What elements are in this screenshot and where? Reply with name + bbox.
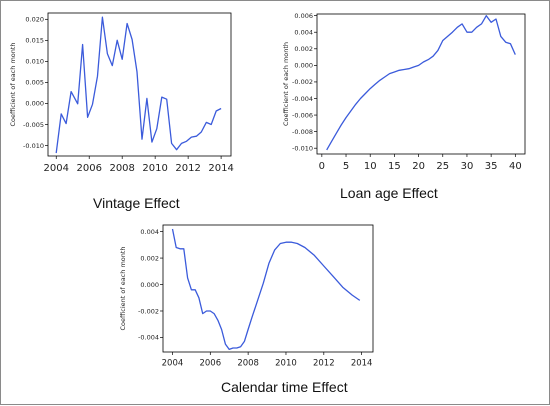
chart-2-x-tick-label: 2006	[199, 359, 221, 369]
chart-1-axes-frame	[316, 13, 526, 155]
chart-0-y-tick-label: 0.010	[25, 58, 44, 66]
loan-age-effect-title: Loan age Effect	[340, 185, 438, 201]
chart-0-series-line	[55, 16, 222, 154]
chart-1-x-tick-label: 15	[388, 161, 401, 172]
chart-1-y-tick-label: -0.010	[292, 145, 313, 153]
chart-1-y-tick-label: 0.006	[294, 12, 313, 20]
chart-0-y-tick-label: 0.000	[25, 100, 44, 108]
chart-0-axes-frame	[47, 12, 232, 157]
chart-1-x-tick-label: 30	[461, 161, 474, 172]
chart-1-y-tick-label: -0.002	[292, 78, 313, 86]
chart-1-y-tick-label: -0.004	[292, 95, 313, 103]
chart-1-y-tick-label: -0.006	[292, 111, 313, 119]
calendar-time-effect-title: Calendar time Effect	[221, 379, 348, 395]
chart-0-y-tick-label: 0.015	[25, 37, 44, 45]
chart-1-x-tick-label: 35	[485, 161, 498, 172]
chart-1-x-tick-label: 0	[319, 161, 325, 172]
chart-1-x-tick-label: 5	[343, 161, 349, 172]
chart-1-x-tick-label: 10	[364, 161, 377, 172]
chart-2-series-line	[171, 228, 361, 351]
chart-1-x-tick-label: 40	[509, 161, 522, 172]
chart-0-x-tick-label: 2010	[142, 163, 167, 174]
chart-1-y-tick-label: 0.002	[294, 45, 313, 53]
chart-2-y-tick-label: 0.002	[140, 254, 159, 262]
chart-1-y-tick-label: 0.004	[294, 29, 313, 37]
chart-2-y-tick-label: 0.000	[140, 281, 159, 289]
chart-1-x-tick-label: 25	[436, 161, 449, 172]
chart-0-y-tick-label: 0.020	[25, 16, 44, 24]
chart-1-y-axis-label: Coefficient of each month	[282, 42, 290, 126]
chart-0-x-tick-label: 2012	[175, 163, 200, 174]
chart-1-y-tick-label: -0.008	[292, 128, 313, 136]
chart-2-y-tick-label: -0.004	[138, 334, 159, 342]
chart-0-x-tick-label: 2004	[44, 163, 69, 174]
chart-0-y-axis-label: Coefficient of each month	[9, 42, 17, 126]
chart-2-x-tick-label: 2014	[351, 359, 373, 369]
chart-1-y-tick-label: 0.000	[294, 62, 313, 70]
chart-2-axes-frame	[162, 224, 374, 353]
vintage-effect-title: Vintage Effect	[93, 195, 180, 211]
chart-0-y-tick-label: 0.005	[25, 79, 44, 87]
chart-1-x-tick-label: 20	[412, 161, 425, 172]
chart-2-y-tick-label: -0.002	[138, 307, 159, 315]
chart-2-x-tick-label: 2010	[275, 359, 297, 369]
chart-0-x-tick-label: 2014	[208, 163, 233, 174]
chart-0-y-tick-label: -0.010	[23, 142, 44, 150]
chart-2-y-axis-label: Coefficient of each month	[119, 246, 127, 330]
chart-2-x-tick-label: 2004	[162, 359, 184, 369]
chart-0-y-tick-label: -0.005	[23, 121, 44, 129]
chart-1-series-line	[326, 15, 516, 151]
chart-2-x-tick-label: 2012	[313, 359, 335, 369]
chart-0-x-tick-label: 2008	[109, 163, 134, 174]
chart-2-y-tick-label: 0.004	[140, 228, 159, 236]
chart-2-x-tick-label: 2008	[237, 359, 259, 369]
chart-0-x-tick-label: 2006	[76, 163, 101, 174]
